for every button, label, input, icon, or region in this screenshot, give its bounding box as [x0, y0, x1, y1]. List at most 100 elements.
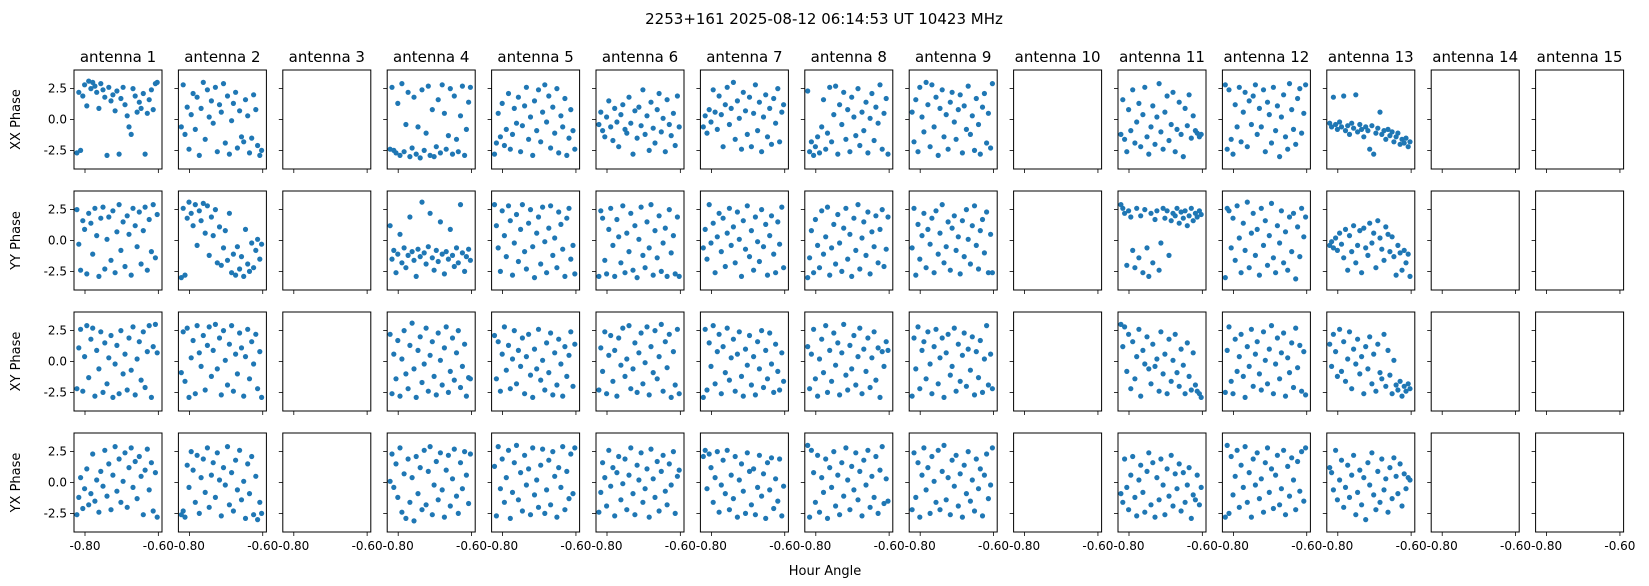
data-point	[124, 387, 130, 393]
data-point	[837, 240, 843, 246]
column-title-12: antenna 12	[1223, 48, 1309, 66]
data-point	[180, 205, 186, 211]
data-point	[979, 216, 986, 223]
panel-yy-phase-ant4	[383, 190, 476, 294]
data-point	[427, 210, 433, 216]
data-point	[401, 149, 407, 155]
data-point	[1357, 228, 1363, 234]
data-point	[636, 350, 642, 356]
data-point	[88, 491, 94, 497]
data-point	[1128, 214, 1134, 220]
panel-xx-phase-ant12	[1218, 69, 1311, 173]
y-tick-label: 0.0	[48, 355, 67, 369]
data-point	[220, 81, 227, 87]
data-point	[606, 98, 612, 104]
data-point	[738, 273, 745, 279]
data-point	[660, 452, 666, 458]
data-point	[877, 226, 883, 232]
data-point	[756, 366, 763, 372]
data-point	[1130, 339, 1136, 345]
data-point	[546, 370, 552, 376]
data-point	[1274, 452, 1280, 458]
data-point	[1383, 476, 1389, 482]
data-point	[1329, 124, 1335, 130]
data-point	[550, 252, 556, 258]
data-point	[985, 270, 992, 276]
data-point	[811, 326, 817, 332]
data-point	[1154, 475, 1160, 481]
panel-yx-phase-ant3: -0.80 -0.60	[278, 432, 383, 553]
data-point	[1299, 388, 1305, 394]
data-point	[811, 270, 817, 276]
data-point	[120, 478, 126, 484]
data-point	[558, 361, 564, 367]
data-point	[664, 97, 670, 103]
data-point	[927, 510, 933, 516]
data-point	[249, 453, 255, 460]
data-point	[132, 93, 138, 99]
data-point	[437, 450, 443, 456]
data-point	[253, 247, 259, 253]
data-point	[963, 491, 970, 497]
data-point	[949, 225, 955, 231]
data-point	[1142, 207, 1148, 213]
data-point	[1252, 351, 1258, 357]
data-point	[736, 236, 742, 242]
data-point	[913, 494, 919, 500]
data-point	[1250, 456, 1256, 462]
data-point	[811, 152, 817, 158]
data-point	[84, 323, 90, 329]
data-point	[415, 246, 421, 252]
data-point	[503, 475, 509, 481]
panel-yx-phase-ant7: -0.80 -0.60	[696, 432, 800, 553]
data-point	[566, 135, 572, 141]
data-point	[212, 84, 218, 90]
data-point	[1371, 492, 1377, 498]
data-point	[1190, 350, 1196, 356]
data-point	[108, 257, 114, 263]
data-point	[752, 82, 759, 88]
data-point	[1389, 129, 1395, 135]
data-point	[132, 392, 138, 398]
data-point	[1138, 393, 1144, 399]
data-point	[618, 260, 624, 266]
data-point	[716, 509, 722, 515]
data-point	[710, 323, 716, 329]
data-point	[620, 325, 626, 331]
data-point	[257, 152, 263, 158]
panel-frame	[1117, 432, 1207, 533]
data-point	[1250, 210, 1256, 216]
x-tick-label: -0.80	[696, 539, 727, 553]
data-point	[849, 273, 855, 279]
data-point	[257, 499, 263, 505]
y-tick-label: -2.5	[44, 385, 67, 399]
data-point	[144, 110, 150, 116]
data-point	[835, 472, 841, 478]
data-point	[249, 135, 255, 141]
data-point	[1401, 383, 1407, 389]
data-point	[423, 325, 429, 331]
data-point	[1124, 262, 1130, 268]
data-point	[104, 236, 110, 242]
data-point	[220, 328, 227, 334]
data-point	[718, 249, 724, 255]
data-point	[1170, 89, 1176, 95]
data-point	[509, 356, 516, 362]
data-point	[395, 337, 401, 344]
data-point	[401, 245, 407, 251]
data-point	[961, 103, 967, 109]
x-tick-label: -0.60	[560, 539, 591, 553]
data-point	[1278, 114, 1284, 120]
y-tick-label: 2.5	[48, 203, 67, 217]
data-point	[96, 273, 102, 279]
data-point	[200, 200, 206, 206]
data-point	[1258, 476, 1264, 482]
data-point	[1254, 339, 1260, 345]
data-point	[1365, 128, 1371, 134]
data-point	[1330, 94, 1336, 100]
data-point	[184, 104, 190, 110]
data-point	[1228, 136, 1234, 142]
data-point	[459, 83, 465, 89]
data-point	[82, 354, 88, 360]
data-point	[829, 484, 835, 490]
